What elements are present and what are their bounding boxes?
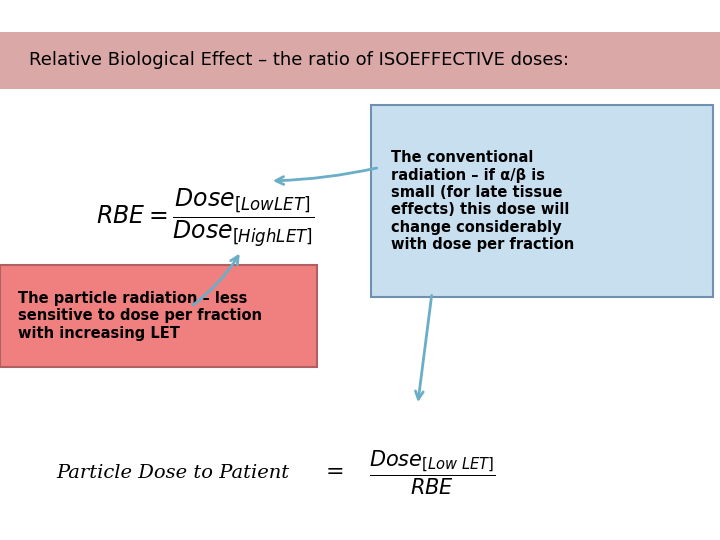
Text: $RBE = \dfrac{Dose_{[LowLET]}}{Dose_{[HighLET]}}$: $RBE = \dfrac{Dose_{[LowLET]}}{Dose_{[Hi… [96,187,315,250]
Text: $\dfrac{Dose_{[Low\ LET]}}{RBE}$: $\dfrac{Dose_{[Low\ LET]}}{RBE}$ [369,448,495,497]
Text: The particle radiation – less
sensitive to dose per fraction
with increasing LET: The particle radiation – less sensitive … [18,291,262,341]
FancyBboxPatch shape [0,265,317,367]
Text: Particle Dose to Patient: Particle Dose to Patient [56,463,289,482]
FancyBboxPatch shape [0,32,720,89]
Text: =: = [325,462,344,483]
Text: Relative Biological Effect – the ratio of ISOEFFECTIVE doses:: Relative Biological Effect – the ratio o… [29,51,569,69]
FancyBboxPatch shape [371,105,713,297]
Text: The conventional
radiation – if α/β is
small (for late tissue
effects) this dose: The conventional radiation – if α/β is s… [391,150,575,252]
